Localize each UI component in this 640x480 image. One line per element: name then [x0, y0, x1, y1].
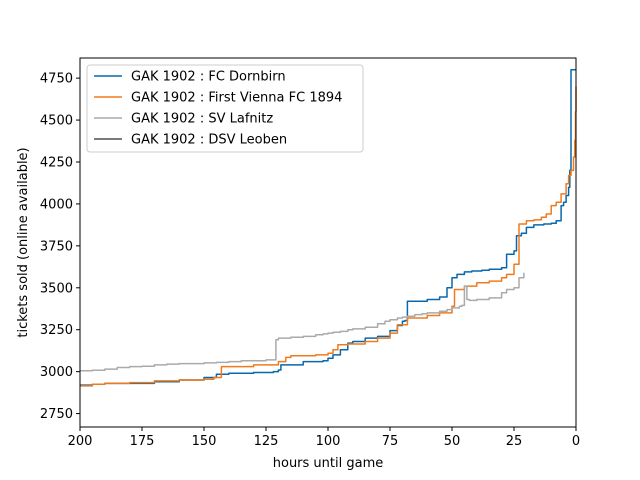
x-tick-label: 150: [192, 434, 217, 449]
y-axis: 2750 3000 3250 3500 3750 4000 4250 4500 4750: [40, 72, 80, 422]
x-tick-label: 125: [254, 434, 279, 449]
legend-box: [86, 64, 364, 153]
y-tick-label: 4250: [40, 155, 73, 170]
y-tick-label: 3750: [40, 239, 73, 254]
x-tick-label: 75: [382, 434, 399, 449]
x-tick-label: 100: [316, 434, 341, 449]
x-tick-label: 200: [68, 434, 93, 449]
y-tick-label: 3000: [40, 365, 73, 380]
y-tick-label: 2750: [40, 407, 73, 422]
y-tick-label: 4500: [40, 114, 73, 129]
y-tick-label: 4750: [40, 72, 73, 87]
x-tick-label: 50: [444, 434, 461, 449]
legend-label-2: GAK 1902 : SV Lafnitz: [131, 112, 273, 127]
legend-label-1: GAK 1902 : First Vienna FC 1894: [131, 91, 342, 106]
y-tick-label: 4000: [40, 197, 73, 212]
legend-label-0: GAK 1902 : FC Dornbirn: [131, 70, 286, 85]
legend-label-3: GAK 1902 : DSV Leoben: [131, 133, 287, 148]
series-line-2: [80, 272, 525, 372]
y-tick-label: 3500: [40, 281, 73, 296]
x-tick-label: 175: [130, 434, 155, 449]
y-tick-label: 3250: [40, 323, 73, 338]
y-axis-label: tickets sold (online available): [16, 147, 31, 337]
x-axis-label: hours until game: [273, 456, 384, 471]
x-tick-label: 0: [572, 434, 580, 449]
series-line-1: [80, 86, 577, 387]
x-tick-label: 25: [506, 434, 523, 449]
series-layer: [80, 68, 577, 387]
x-axis: 200 175 150 125 100 75 50 25 0: [68, 427, 580, 449]
series-line-0: [80, 68, 576, 386]
legend: GAK 1902 : FC Dornbirn GAK 1902 : First V…: [86, 64, 364, 153]
